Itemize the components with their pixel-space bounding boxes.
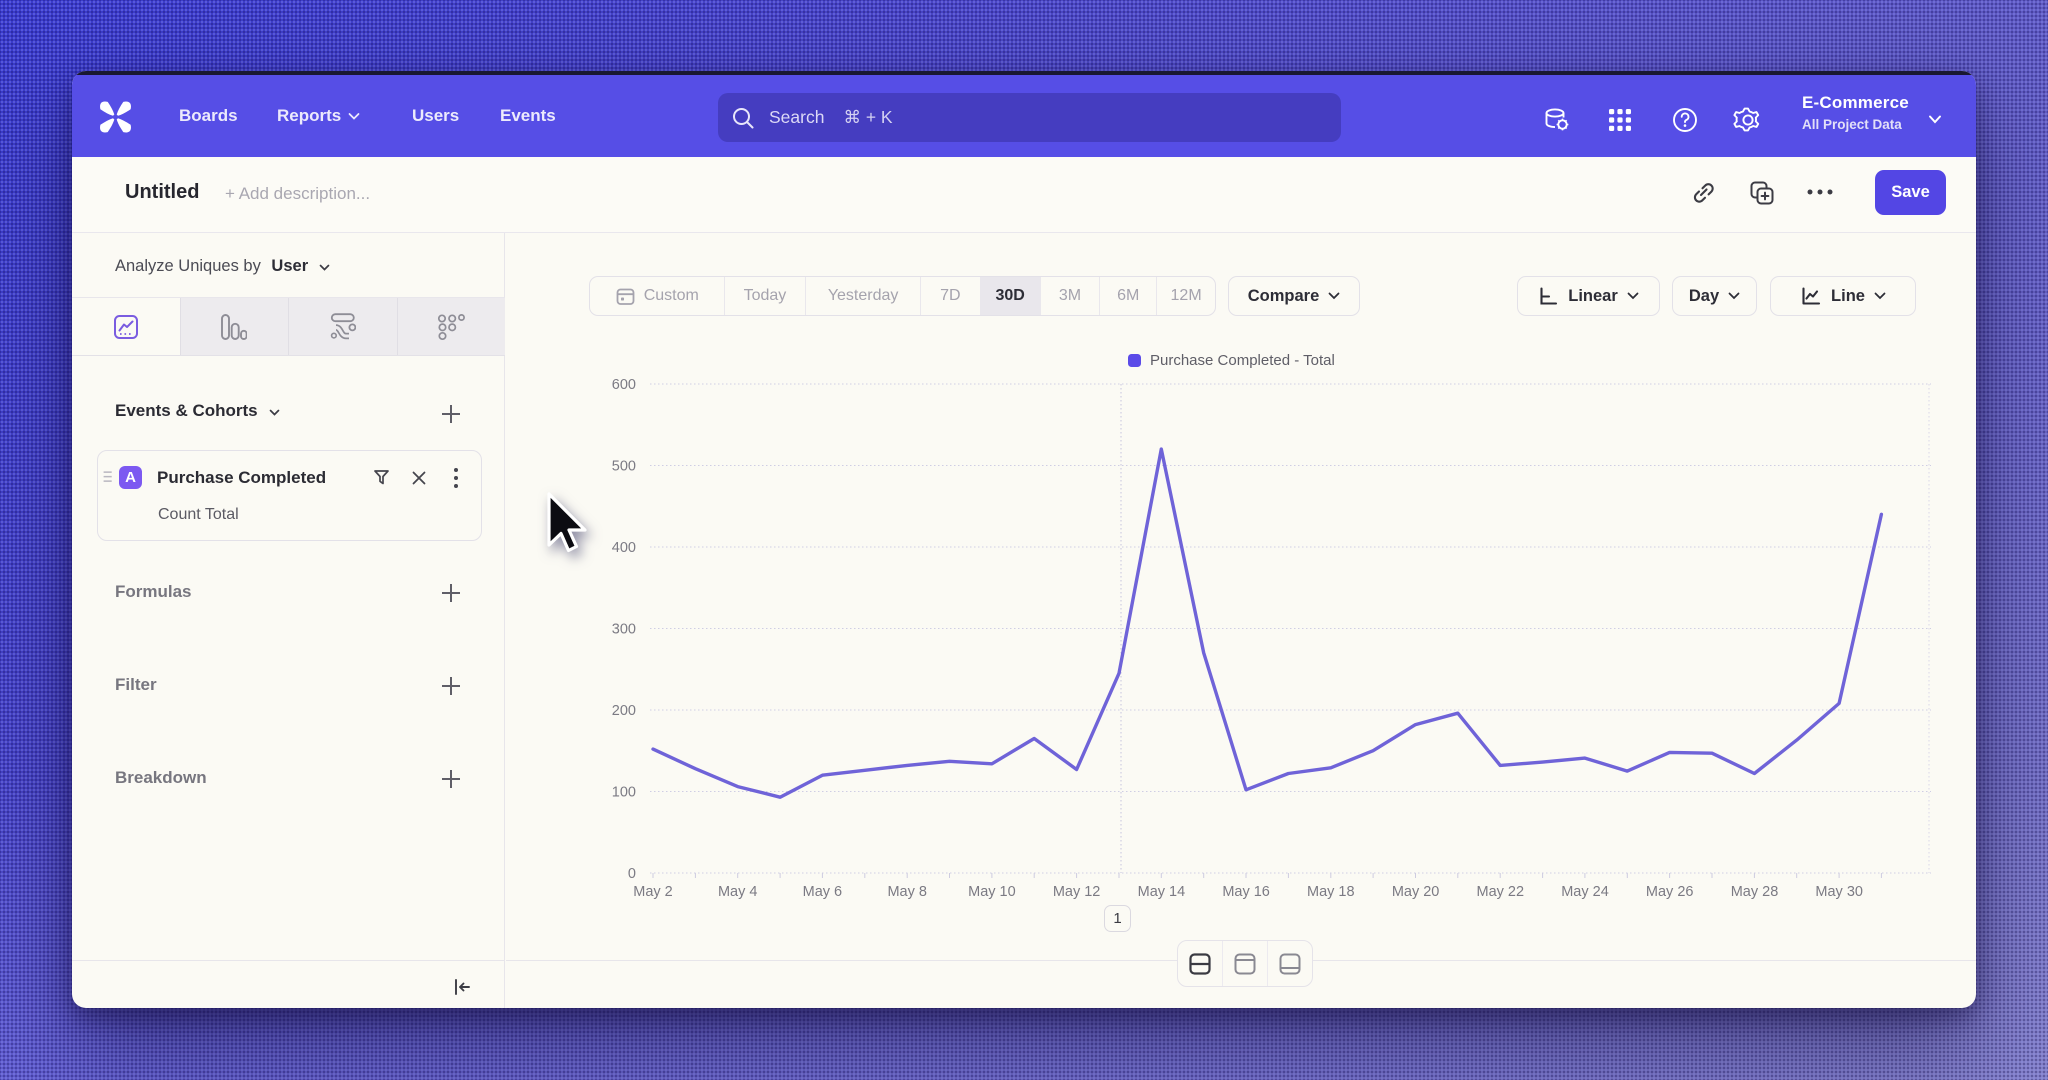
svg-text:500: 500 [612, 459, 636, 475]
svg-text:May 4: May 4 [718, 884, 758, 900]
svg-text:400: 400 [612, 540, 636, 556]
svg-text:May 30: May 30 [1815, 884, 1863, 900]
svg-text:May 10: May 10 [968, 884, 1016, 900]
svg-text:300: 300 [612, 622, 636, 638]
svg-text:May 14: May 14 [1138, 884, 1186, 900]
svg-text:May 2: May 2 [633, 884, 673, 900]
svg-text:0: 0 [628, 866, 636, 882]
svg-text:May 24: May 24 [1561, 884, 1609, 900]
svg-text:May 26: May 26 [1646, 884, 1694, 900]
svg-text:May 12: May 12 [1053, 884, 1101, 900]
svg-text:May 18: May 18 [1307, 884, 1355, 900]
svg-text:May 28: May 28 [1731, 884, 1779, 900]
svg-text:100: 100 [612, 785, 636, 801]
svg-text:600: 600 [612, 377, 636, 393]
svg-text:May 20: May 20 [1392, 884, 1440, 900]
svg-text:May 6: May 6 [803, 884, 843, 900]
svg-text:May 16: May 16 [1222, 884, 1270, 900]
svg-text:May 8: May 8 [887, 884, 927, 900]
svg-text:200: 200 [612, 703, 636, 719]
svg-text:May 22: May 22 [1477, 884, 1525, 900]
